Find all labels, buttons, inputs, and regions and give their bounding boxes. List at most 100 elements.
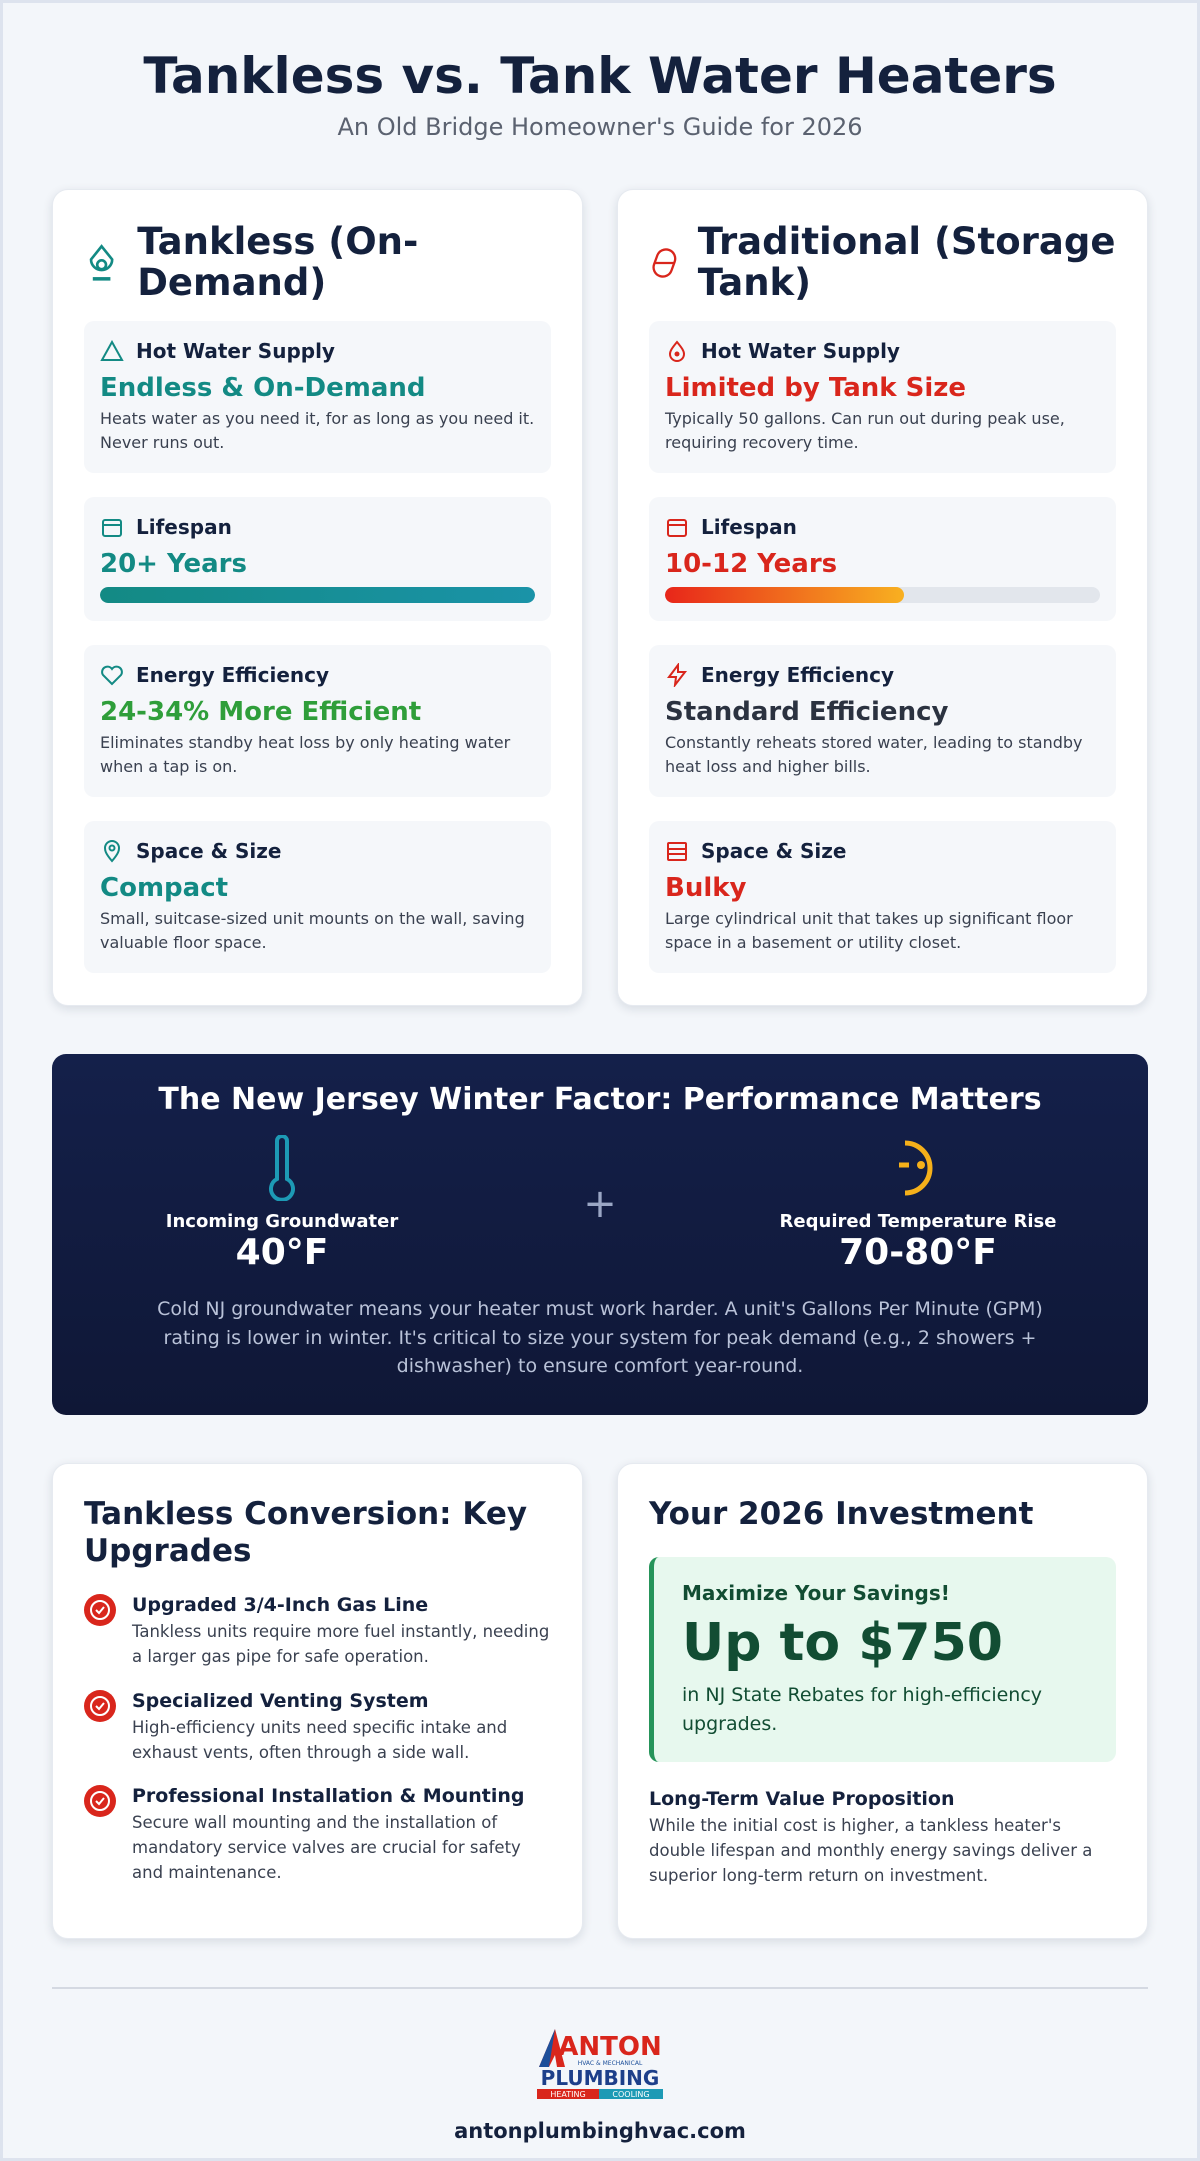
investment-card: Your 2026 Investment Maximize Your Savin… (617, 1462, 1148, 1939)
item-value: 20+ Years (100, 549, 247, 580)
item-value: Compact (100, 873, 229, 904)
upgrade-body: Specialized Venting System High-efficienc… (132, 1690, 551, 1766)
card-header: Traditional (Storage Tank) (649, 220, 1116, 304)
card-header: Tankless (On-Demand) (84, 220, 551, 304)
website-url: antonplumbinghvac.com (454, 2118, 746, 2143)
item: Lifespan 20+ Years (84, 497, 551, 622)
item-description: Typically 50 gallons. Can run out during… (665, 409, 1065, 453)
check-icon (84, 1594, 116, 1627)
upgrade-item: Specialized Venting System High-efficienc… (84, 1689, 551, 1766)
item-label: Lifespan (136, 515, 232, 540)
item-description: Eliminates standby heat loss by only hea… (100, 733, 511, 777)
upgrade-title: Professional Installation & Mounting (132, 1785, 525, 1808)
logo-name: ANTON (558, 2032, 661, 2062)
item: Energy Efficiency Standard Efficiency Co… (649, 645, 1116, 798)
item-description: Small, suitcase-sized unit mounts on the… (100, 909, 525, 953)
container: Tankless vs. Tank Water Heaters An Old B… (3, 47, 1197, 2143)
item-description: Heats water as you need it, for as long … (100, 409, 535, 453)
upgrade-body: Upgraded 3/4-Inch Gas Line Tankless units… (132, 1594, 551, 1670)
item-label: Space & Size (136, 839, 282, 864)
icon (667, 663, 688, 688)
check-icon (84, 1785, 116, 1818)
stat: Incoming Groundwater 40°F (132, 1134, 432, 1273)
bottom-section: Tankless Conversion: Key Upgrades Upgrad… (52, 1462, 1148, 1939)
lifespan-bar (665, 587, 1100, 604)
icon (102, 519, 122, 538)
item: Hot Water Supply Limited by Tank Size Ty… (649, 321, 1116, 474)
item-label: Hot Water Supply (136, 339, 335, 364)
thermometer-icon (269, 1134, 295, 1203)
title: Tankless vs. Tank Water Heaters (143, 47, 1057, 105)
check-icon (84, 1689, 116, 1722)
upgrade-text: Secure wall mounting and the installatio… (132, 1813, 521, 1882)
winter-stats: Incoming Groundwater 40°F + Required Tem… (92, 1117, 1108, 1273)
winter-description: Cold NJ groundwater means your heater mu… (157, 1298, 1043, 1378)
stat: Required Temperature Rise 70-80°F (768, 1135, 1068, 1273)
upgrade-item: Professional Installation & Mounting Secu… (84, 1785, 551, 1885)
winter-title: The New Jersey Winter Factor: Performanc… (158, 1082, 1042, 1118)
logo-right: COOLING (612, 2090, 649, 2099)
item-label: Energy Efficiency (136, 663, 330, 688)
item-value: 24-34% More Efficient (100, 697, 422, 728)
gauge-icon (898, 1140, 933, 1196)
icon (89, 243, 114, 281)
callout-kicker: Maximize Your Savings! (682, 1581, 950, 1606)
value-text: While the initial cost is higher, a tank… (649, 1816, 1093, 1885)
upgrade-title: Upgraded 3/4-Inch Gas Line (132, 1594, 429, 1617)
card-title: Tankless Conversion: Key Upgrades (84, 1495, 528, 1570)
icon (100, 340, 124, 362)
logo-main: PLUMBING (541, 2066, 660, 2090)
savings-callout: Maximize Your Savings! Up to $750 in NJ … (649, 1557, 1116, 1763)
item-value: 10-12 Years (665, 549, 838, 580)
item-description: Large cylindrical unit that takes up sig… (665, 909, 1073, 953)
icon (652, 247, 677, 278)
operator: + (583, 1181, 617, 1228)
icon (103, 840, 121, 863)
upgrade-list: Upgraded 3/4-Inch Gas Line Tankless units… (84, 1594, 551, 1885)
card-title: Your 2026 Investment (649, 1495, 1034, 1532)
item-label: Space & Size (701, 839, 847, 864)
upgrade-item: Upgraded 3/4-Inch Gas Line Tankless units… (84, 1594, 551, 1670)
icon (667, 842, 687, 862)
item: Space & Size Bulky Large cylindrical uni… (649, 821, 1116, 974)
logo-tagline: HVAC & MECHANICAL (578, 2060, 643, 2067)
item: Lifespan 10-12 Years (649, 497, 1116, 622)
item-label: Lifespan (701, 515, 797, 540)
tankless-card: Tankless (On-Demand) Hot Water Supply En… (52, 189, 583, 1007)
item-label: Hot Water Supply (701, 339, 900, 364)
upgrades-card: Tankless Conversion: Key Upgrades Upgrad… (52, 1462, 583, 1939)
item: Energy Efficiency 24-34% More Efficient … (84, 645, 551, 798)
logo-left: HEATING (550, 2090, 585, 2099)
icon (667, 519, 687, 538)
tank-card: Traditional (Storage Tank) Hot Water Sup… (617, 189, 1148, 1007)
divider (52, 1986, 1148, 1989)
comparison: Tankless (On-Demand) Hot Water Supply En… (52, 189, 1148, 1007)
logo-graphic: ANTON HVAC & MECHANICAL PLUMBING HEATING… (537, 2028, 663, 2099)
lifespan-bar (100, 587, 535, 604)
icon (101, 665, 123, 686)
item-label: Energy Efficiency (701, 663, 895, 688)
item-value: Bulky (665, 873, 747, 904)
callout-text: in NJ State Rebates for high-efficiency … (682, 1684, 1043, 1735)
item-value: Endless & On-Demand (100, 373, 426, 404)
item: Hot Water Supply Endless & On-Demand Hea… (84, 321, 551, 474)
upgrade-text: Tankless units require more fuel instant… (132, 1622, 550, 1666)
card-title: Tankless (On-Demand) (137, 220, 419, 304)
callout-amount: Up to $750 (682, 1613, 1003, 1674)
subtitle: An Old Bridge Homeowner's Guide for 2026 (337, 113, 863, 141)
stat-label: Incoming Groundwater (165, 1211, 399, 1233)
upgrade-body: Professional Installation & Mounting Secu… (132, 1785, 551, 1885)
item: Space & Size Compact Small, suitcase-siz… (84, 821, 551, 974)
card-title: Traditional (Storage Tank) (697, 220, 1116, 304)
logo: ANTON HVAC & MECHANICAL PLUMBING HEATING… (52, 2025, 1148, 2099)
value-title: Long-Term Value Proposition (649, 1788, 955, 1811)
winter-panel: The New Jersey Winter Factor: Performanc… (52, 1054, 1148, 1415)
item-value: Limited by Tank Size (665, 373, 967, 404)
icon (668, 340, 686, 363)
upgrade-title: Specialized Venting System (132, 1689, 429, 1712)
stat-value: 70-80°F (839, 1232, 997, 1274)
stat-label: Required Temperature Rise (779, 1211, 1057, 1233)
item-value: Standard Efficiency (665, 697, 949, 728)
